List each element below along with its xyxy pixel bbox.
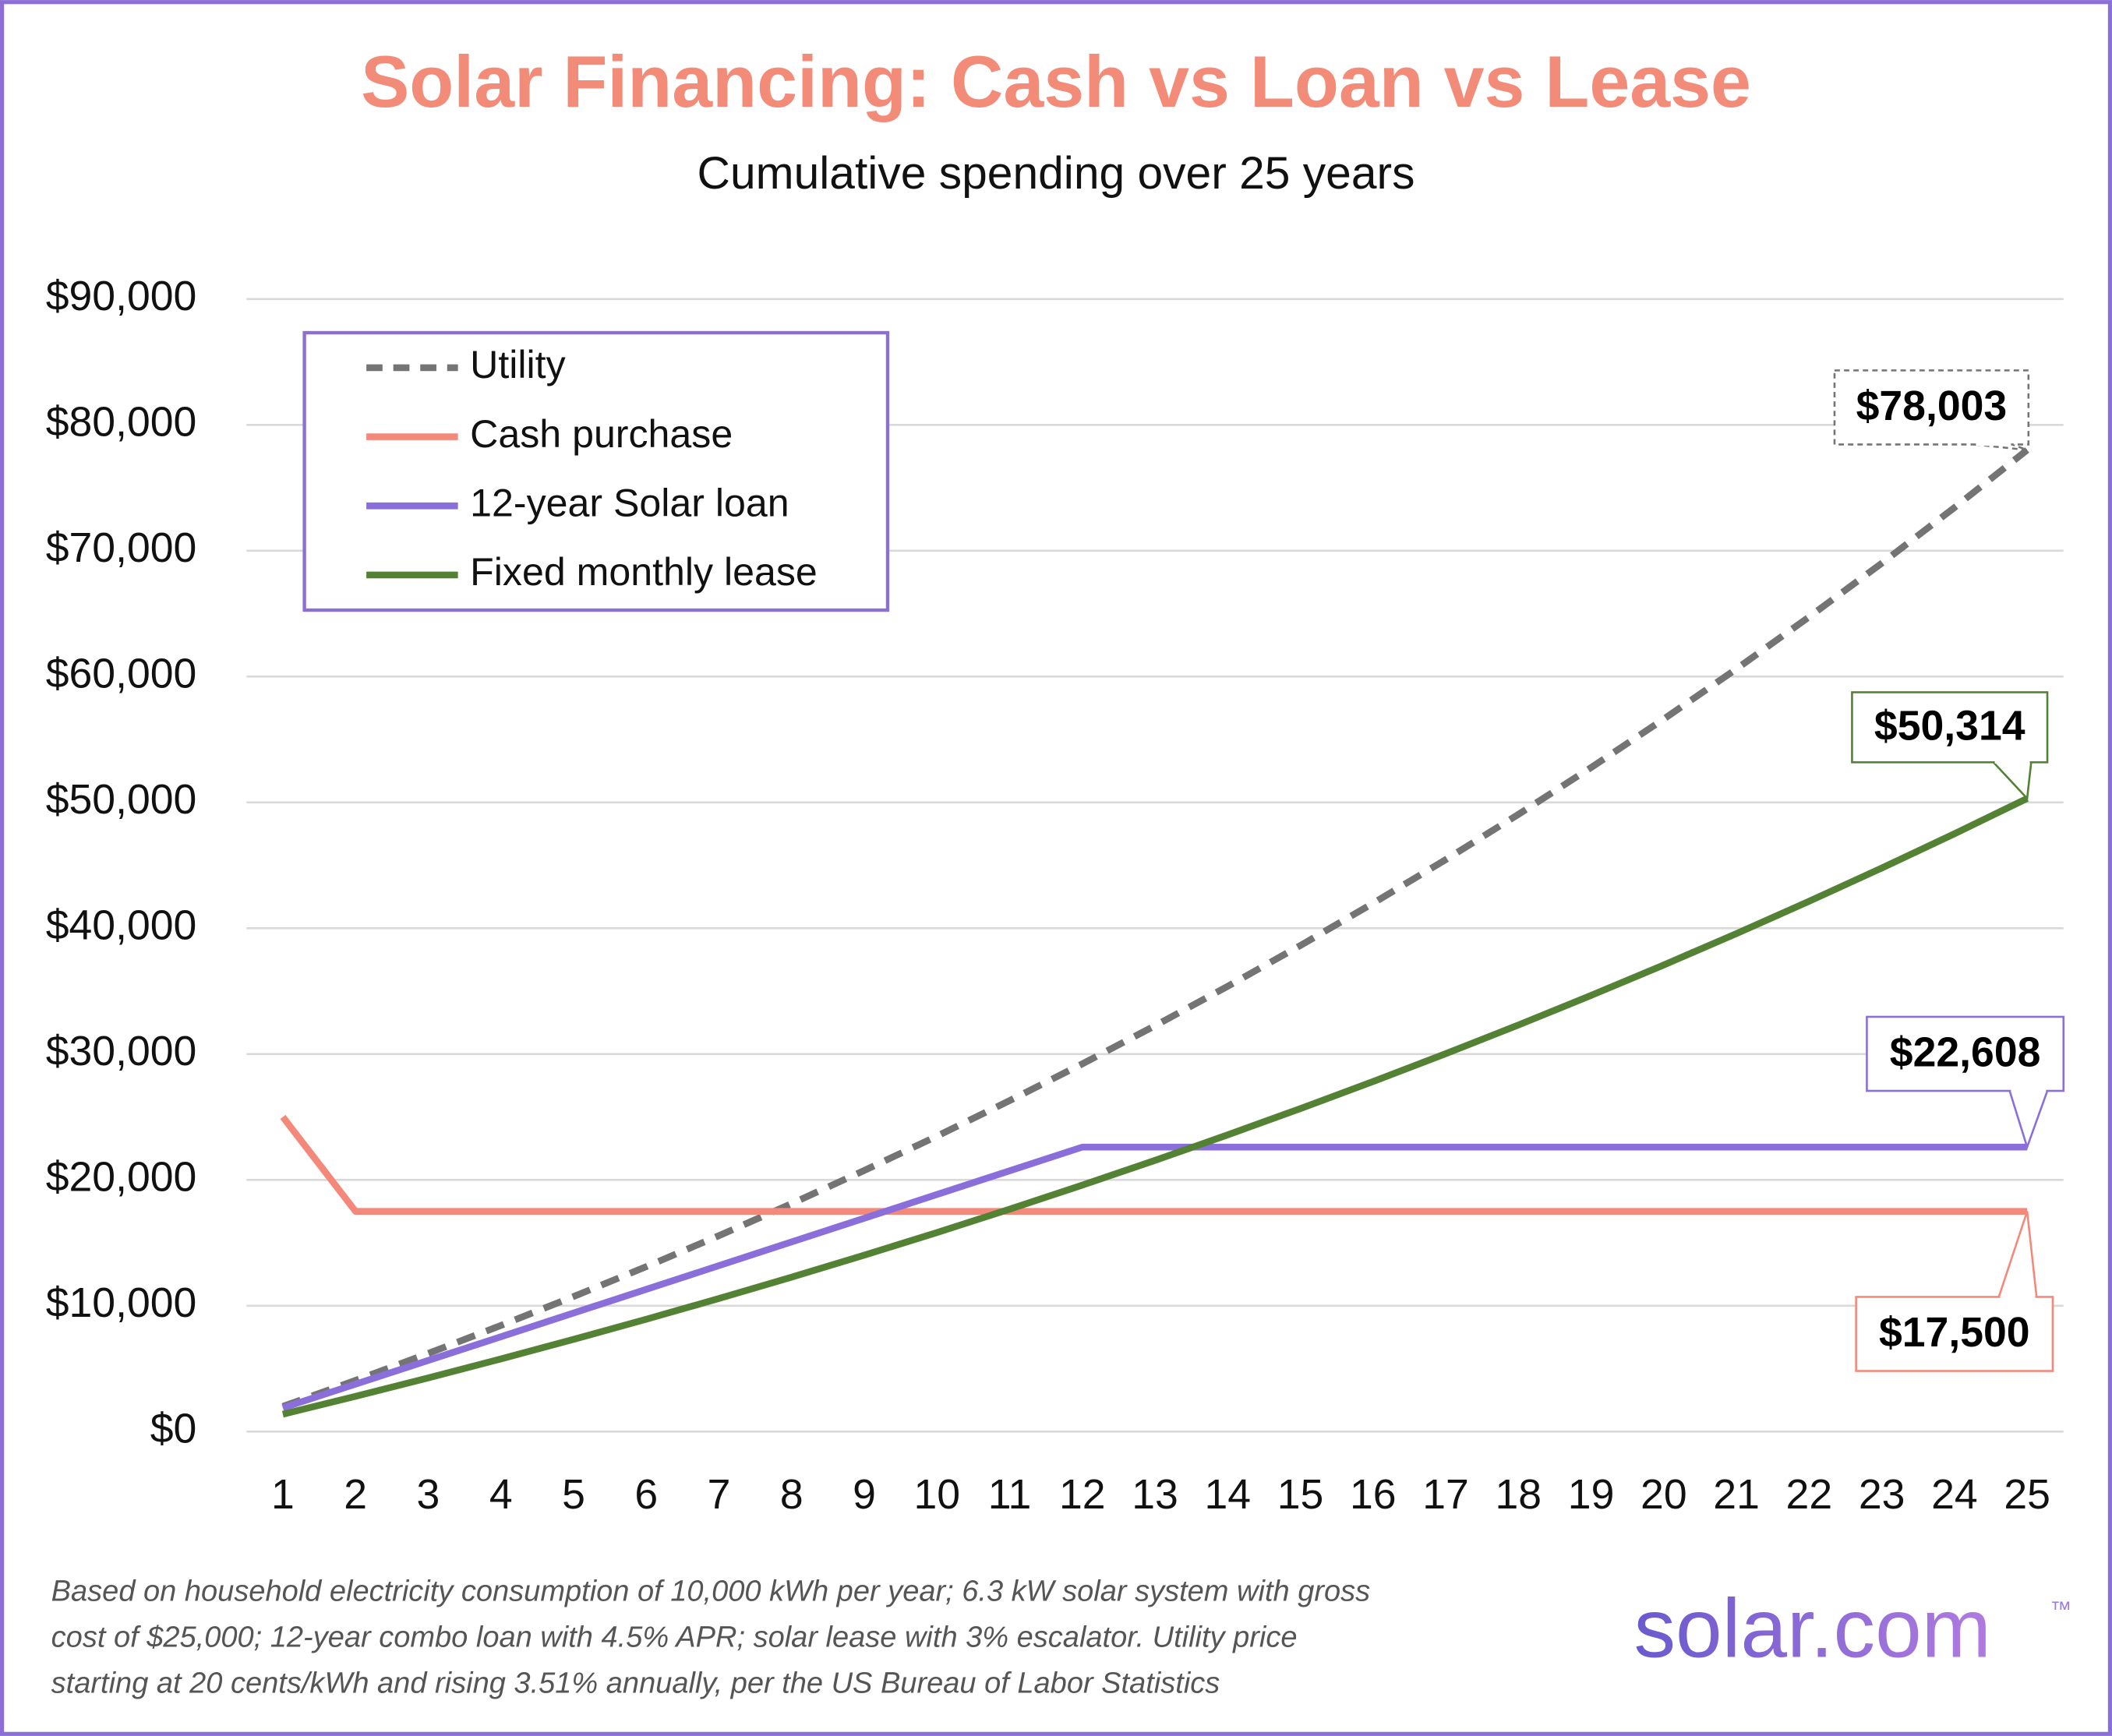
x-tick-label: 16 bbox=[1350, 1472, 1397, 1518]
y-tick-label: $60,000 bbox=[46, 651, 197, 697]
series-line bbox=[281, 1143, 2028, 1411]
label-gap bbox=[1976, 443, 2011, 446]
x-tick-label: 9 bbox=[853, 1472, 876, 1518]
footnote: Based on household electricity consumpti… bbox=[51, 1575, 1371, 1608]
label-leader bbox=[1974, 443, 2028, 451]
chart-subtitle: Cumulative spending over 25 years bbox=[698, 148, 1415, 199]
data-label: $22,608 bbox=[1890, 1029, 2041, 1075]
x-tick-label: 7 bbox=[708, 1472, 731, 1518]
x-tick-label: 23 bbox=[1859, 1472, 1905, 1518]
chart-title: Solar Financing: Cash vs Loan vs Lease bbox=[361, 41, 1751, 122]
x-tick-label: 8 bbox=[780, 1472, 803, 1518]
label-gap bbox=[2011, 1089, 2047, 1092]
x-tick-label: 24 bbox=[1931, 1472, 1978, 1518]
y-tick-label: $10,000 bbox=[46, 1280, 197, 1326]
data-label: $50,314 bbox=[1874, 703, 2025, 749]
legend-box bbox=[302, 330, 890, 612]
label-leader bbox=[1992, 761, 2033, 801]
x-tick-label: 4 bbox=[489, 1472, 513, 1518]
data-label: $17,500 bbox=[1879, 1310, 2030, 1356]
data-label: $78,003 bbox=[1856, 383, 2008, 429]
y-tick-label: $90,000 bbox=[46, 273, 197, 319]
x-tick-label: 13 bbox=[1132, 1472, 1178, 1518]
x-tick-label: 12 bbox=[1059, 1472, 1106, 1518]
x-tick-label: 20 bbox=[1641, 1472, 1687, 1518]
x-tick-label: 22 bbox=[1786, 1472, 1833, 1518]
label-box bbox=[1851, 691, 2049, 764]
x-tick-label: 11 bbox=[988, 1472, 1032, 1518]
brand-trademark: ™ bbox=[2050, 1597, 2071, 1621]
label-gap bbox=[2000, 1295, 2036, 1299]
brand-logo: solar.com bbox=[1633, 1582, 1991, 1675]
footnote: cost of $25,000; 12-year combo loan with… bbox=[51, 1621, 1298, 1654]
y-tick-label: $50,000 bbox=[46, 777, 197, 823]
y-tick-label: $80,000 bbox=[46, 399, 197, 445]
footnote: starting at 20 cents/kWh and rising 3.51… bbox=[51, 1667, 1220, 1699]
x-tick-label: 19 bbox=[1568, 1472, 1615, 1518]
x-tick-label: 18 bbox=[1496, 1472, 1542, 1518]
x-tick-label: 21 bbox=[1713, 1472, 1760, 1518]
x-tick-label: 17 bbox=[1422, 1472, 1469, 1518]
series-line bbox=[281, 447, 2029, 1410]
x-tick-label: 2 bbox=[344, 1472, 367, 1518]
legend-label: Fixed monthly lease bbox=[470, 550, 818, 594]
legend-label: 12-year Solar loan bbox=[470, 481, 789, 524]
y-tick-label: $70,000 bbox=[46, 525, 197, 571]
label-leader bbox=[2008, 1090, 2049, 1151]
label-leader bbox=[1997, 1211, 2038, 1297]
y-tick-label: $20,000 bbox=[46, 1154, 197, 1200]
label-gap bbox=[1994, 760, 2030, 764]
x-tick-label: 3 bbox=[417, 1472, 440, 1518]
y-tick-label: $0 bbox=[150, 1406, 197, 1452]
x-tick-label: 1 bbox=[271, 1472, 295, 1518]
x-tick-label: 6 bbox=[634, 1472, 658, 1518]
label-box bbox=[1866, 1015, 2065, 1092]
x-tick-label: 5 bbox=[562, 1472, 585, 1518]
legend-label: Utility bbox=[470, 343, 565, 386]
legend-label: Cash purchase bbox=[470, 412, 733, 456]
y-tick-label: $30,000 bbox=[46, 1029, 197, 1074]
x-tick-label: 10 bbox=[913, 1472, 960, 1518]
series-line bbox=[280, 1114, 2028, 1215]
y-tick-label: $40,000 bbox=[46, 902, 197, 948]
label-box bbox=[1833, 369, 2030, 446]
x-tick-label: 14 bbox=[1204, 1472, 1251, 1518]
x-tick-label: 15 bbox=[1277, 1472, 1324, 1518]
label-box bbox=[1855, 1296, 2054, 1372]
x-tick-label: 25 bbox=[2004, 1472, 2050, 1518]
series-line bbox=[281, 795, 2029, 1418]
